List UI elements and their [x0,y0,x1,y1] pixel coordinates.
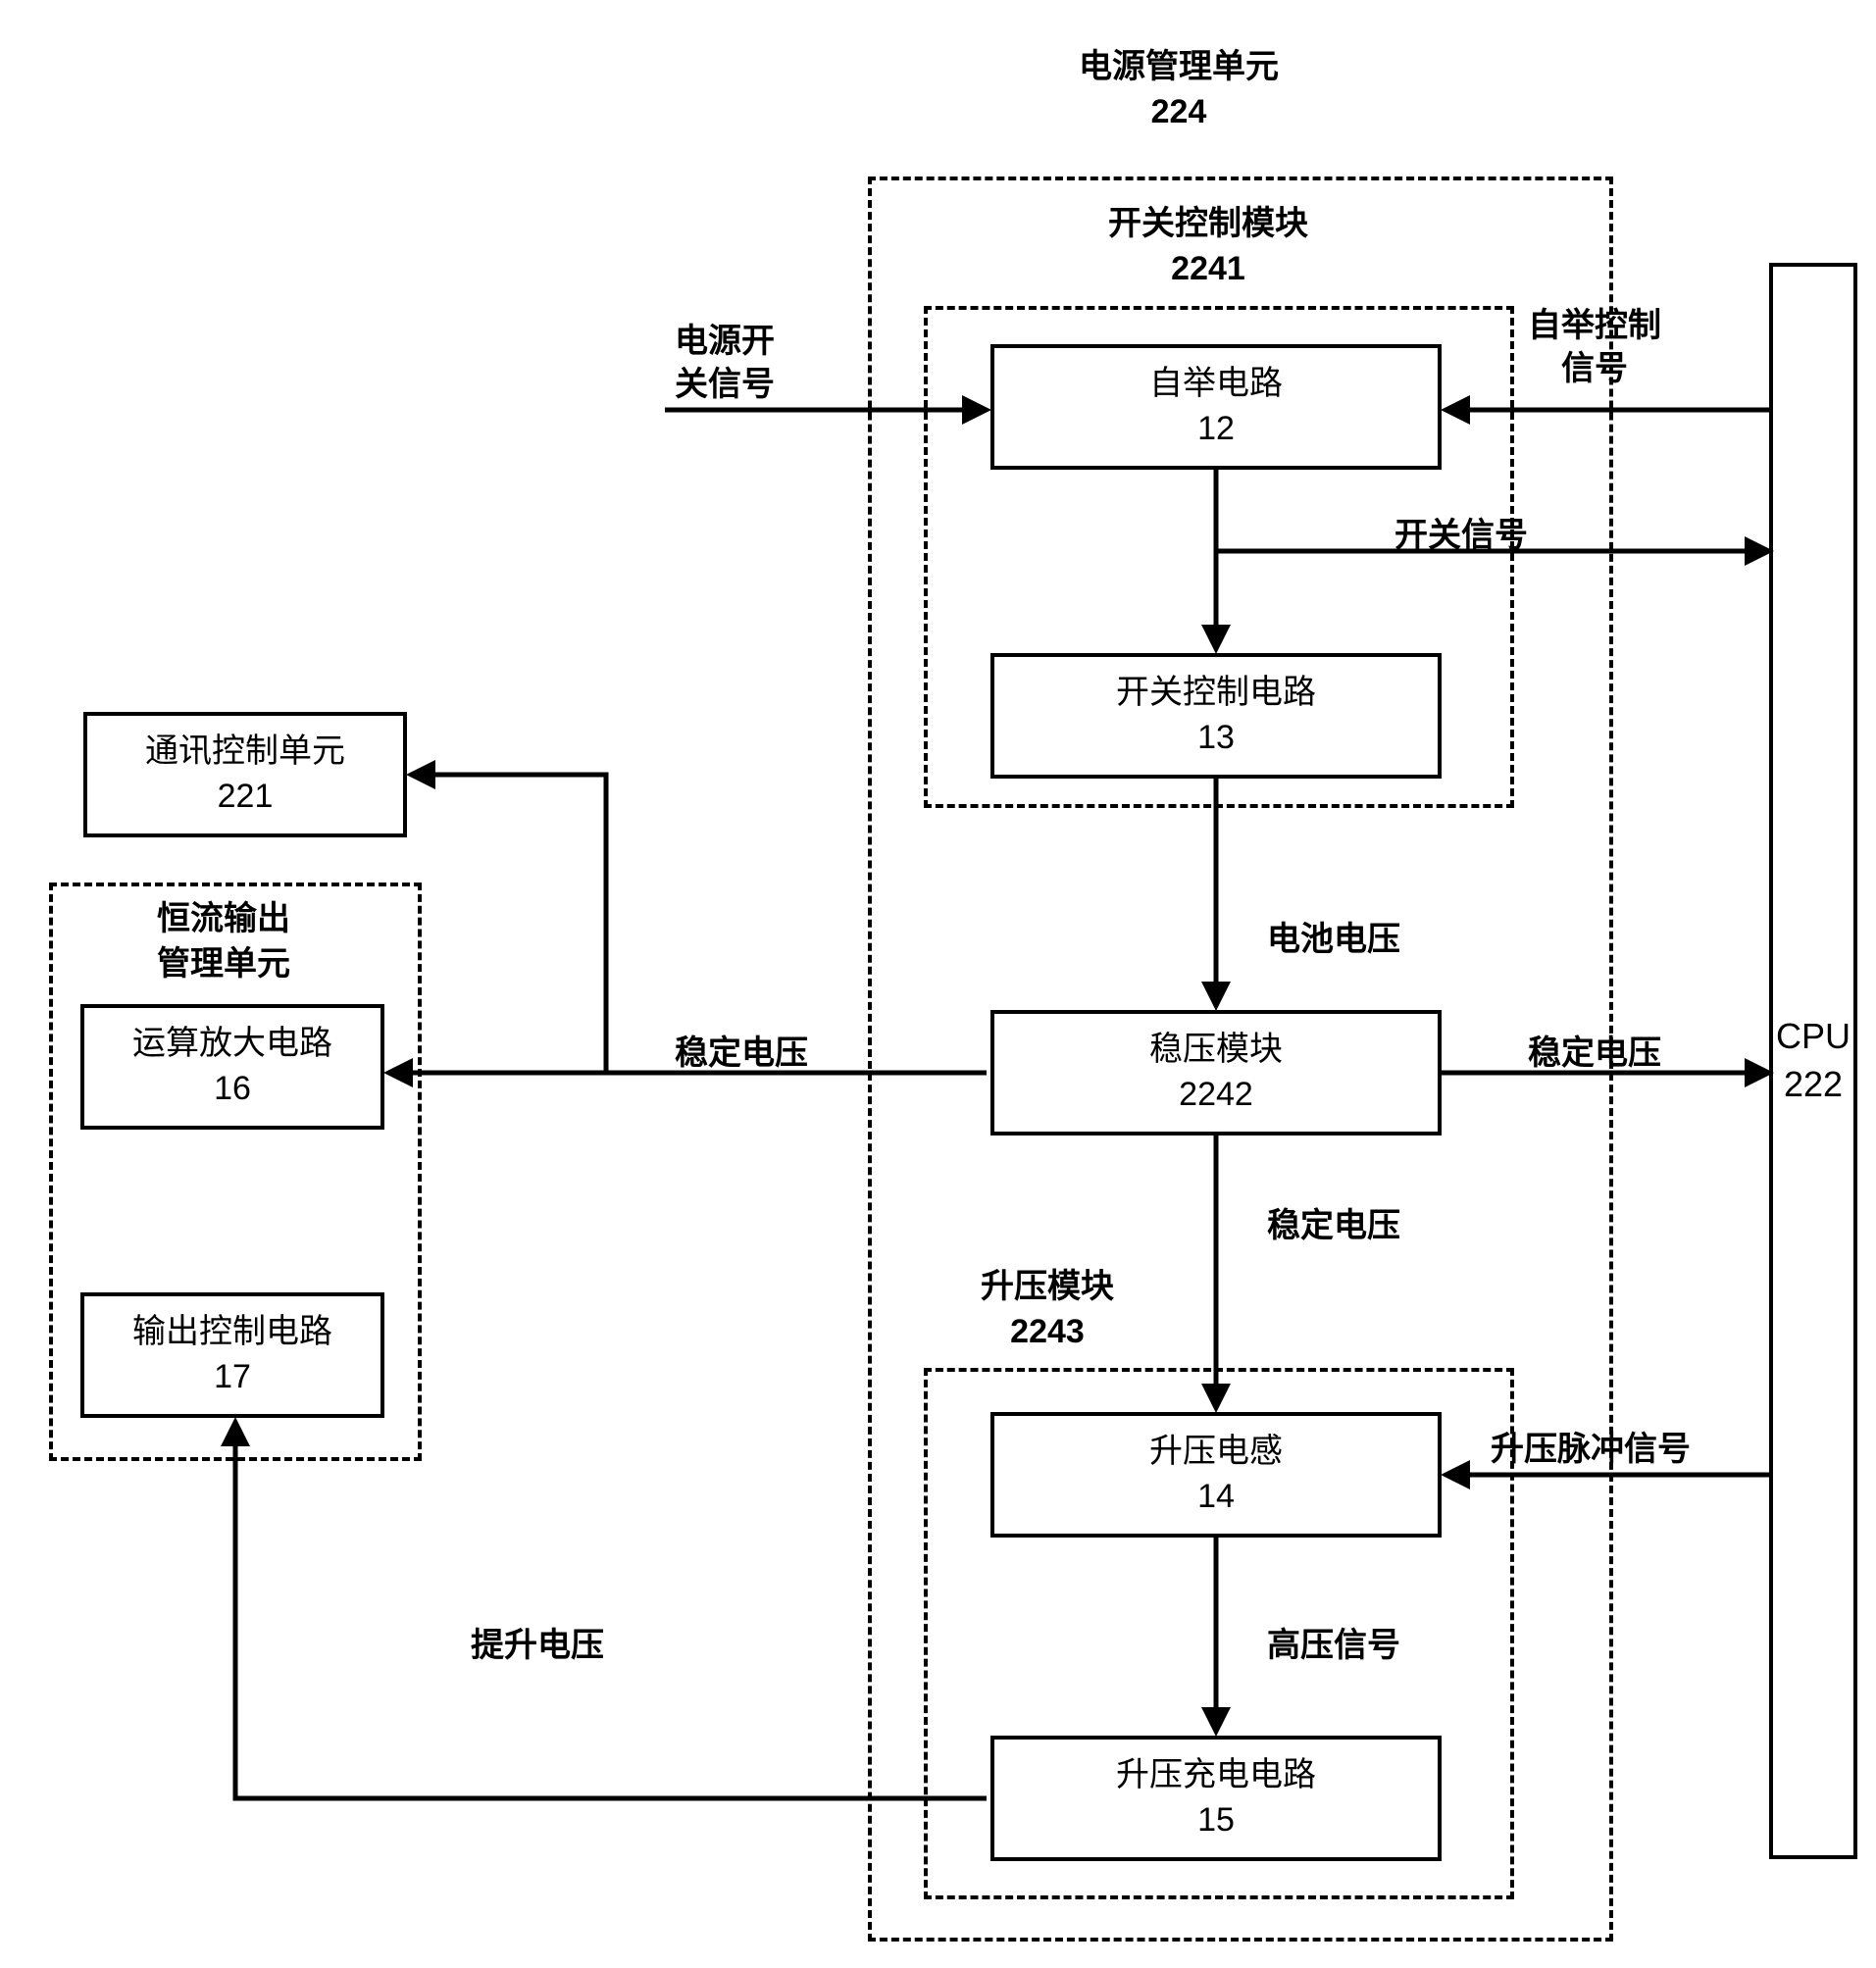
comm-ctrl-unit-line1: 通讯控制单元 [145,730,345,775]
stable-voltage-left-label: 稳定电压 [675,1026,808,1074]
const-current-unit-label: 恒流输出 管理单元 [157,897,290,987]
boost-module-label: 升压模块 2243 [981,1265,1114,1355]
power-switch-signal-line2: 关信号 [675,363,775,406]
cpu-line1: CPU [1776,1013,1851,1061]
boost-charge-circuit-node: 升压充电电路 15 [990,1736,1442,1861]
switch-ctrl-module-label-line1: 开关控制模块 [1108,202,1308,247]
cpu-line2: 222 [1784,1061,1843,1109]
bootstrap-circuit-node: 自举电路 12 [990,344,1442,470]
diagram-canvas: 电源管理单元 224 开关控制模块 2241 升压模块 2243 恒流输出 管理… [0,0,1876,1968]
cpu-node: CPU 222 [1769,263,1857,1859]
switch-ctrl-circuit-line2: 13 [1197,716,1235,761]
battery-voltage-label: 电池电压 [1267,912,1400,960]
switch-ctrl-module-label: 开关控制模块 2241 [1108,202,1308,292]
boost-pulse-signal-label: 升压脉冲信号 [1491,1422,1691,1470]
op-amp-circuit-line1: 运算放大电路 [132,1022,332,1067]
boost-charge-circuit-line2: 15 [1197,1798,1235,1843]
bootstrap-circuit-line1: 自举电路 [1149,362,1283,407]
stable-voltage-right-label: 稳定电压 [1528,1026,1661,1074]
boost-inductor-node: 升压电感 14 [990,1412,1442,1538]
comm-ctrl-unit-line2: 221 [218,775,274,820]
const-current-unit-label-line2: 管理单元 [157,942,290,987]
voltage-reg-module-line1: 稳压模块 [1149,1028,1283,1073]
switch-ctrl-module-label-line2: 2241 [1108,247,1308,292]
boost-charge-circuit-line1: 升压充电电路 [1116,1753,1316,1798]
output-ctrl-circuit-line1: 输出控制电路 [132,1310,332,1355]
boost-voltage-label: 提升电压 [471,1618,604,1666]
power-mgmt-unit-label-line2: 224 [1079,90,1279,135]
power-switch-signal-line1: 电源开 [675,320,775,363]
edge-voltage-reg-to-comm-ctrl [411,775,606,1073]
stable-voltage-down-label: 稳定电压 [1267,1198,1400,1246]
power-mgmt-unit-label: 电源管理单元 224 [1079,45,1279,135]
output-ctrl-circuit-node: 输出控制电路 17 [80,1292,384,1418]
boost-inductor-line1: 升压电感 [1149,1430,1283,1475]
switch-signal-label: 开关信号 [1394,508,1528,556]
output-ctrl-circuit-line2: 17 [214,1355,251,1400]
bootstrap-ctrl-signal-line1: 自举控制 [1528,304,1661,347]
power-switch-signal-label: 电源开 关信号 [675,320,775,406]
bootstrap-ctrl-signal-label: 自举控制 信号 [1528,304,1661,390]
high-voltage-signal-label: 高压信号 [1267,1618,1400,1666]
op-amp-circuit-node: 运算放大电路 16 [80,1004,384,1130]
op-amp-circuit-line2: 16 [214,1067,251,1112]
power-mgmt-unit-label-line1: 电源管理单元 [1079,45,1279,90]
voltage-reg-module-line2: 2242 [1179,1073,1253,1118]
const-current-unit-label-line1: 恒流输出 [157,897,290,942]
boost-inductor-line2: 14 [1197,1475,1235,1520]
boost-module-label-line1: 升压模块 [981,1265,1114,1310]
switch-ctrl-circuit-line1: 开关控制电路 [1116,671,1316,716]
bootstrap-ctrl-signal-line2: 信号 [1528,347,1661,390]
voltage-reg-module-node: 稳压模块 2242 [990,1010,1442,1135]
switch-ctrl-circuit-node: 开关控制电路 13 [990,653,1442,779]
boost-module-label-line2: 2243 [981,1310,1114,1355]
bootstrap-circuit-line2: 12 [1197,407,1235,452]
comm-ctrl-unit-node: 通讯控制单元 221 [83,712,407,837]
